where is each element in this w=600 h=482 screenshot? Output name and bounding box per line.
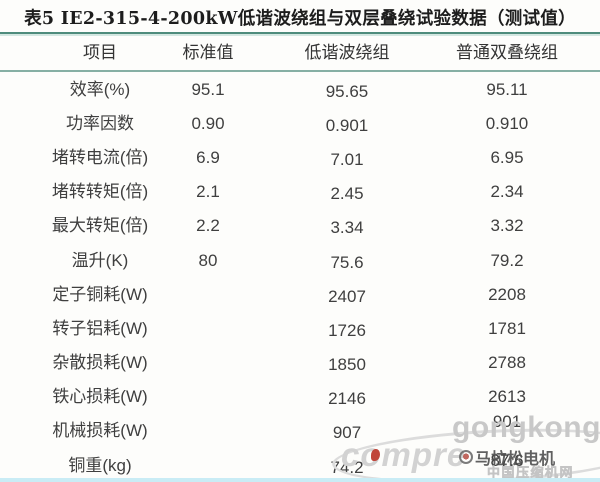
cell-double-lap: 79.2 [490, 250, 524, 270]
cell-low-harmonic: 0.901 [325, 115, 369, 135]
test-data-table: 项目 标准值 低谐波绕组 普通双叠绕组 效率(%) 95.1 95.65 95.… [0, 32, 600, 482]
table-row: 堵转转矩(倍) 2.1 2.45 2.34 [0, 175, 600, 209]
header-standard-value: 标准值 [182, 42, 234, 62]
cell-low-harmonic: 95.65 [325, 81, 369, 101]
cell-double-lap: 6.95 [490, 147, 524, 167]
compre-watermark: compre [341, 436, 466, 474]
row-label: 定子铜耗(W) [52, 284, 148, 304]
row-label: 堵转电流(倍) [51, 147, 149, 167]
table-row: 堵转电流(倍) 6.9 7.01 6.95 [0, 140, 600, 174]
header-low-harmonic-winding: 低谐波绕组 [304, 42, 390, 62]
table-row: 杂散损耗(W) 1850 2788 [0, 346, 600, 380]
cell-low-harmonic: 907 [332, 423, 362, 443]
row-label: 机械损耗(W) [52, 421, 148, 441]
table-row: 最大转矩(倍) 2.2 3.34 3.32 [0, 209, 600, 243]
cell-double-lap: 3.32 [490, 216, 524, 236]
header-row: 项目 标准值 低谐波绕组 普通双叠绕组 [0, 32, 600, 72]
cell-double-lap: 901 [492, 412, 522, 432]
compressor-site-watermark: 中国压缩机网 [487, 465, 575, 481]
cell-double-lap: 2613 [488, 387, 526, 407]
row-label: 铜重(kg) [68, 455, 132, 475]
table-row: 功率因数 0.90 0.901 0.910 [0, 106, 600, 140]
row-label: 功率因数 [66, 113, 134, 133]
row-label: 堵转转矩(倍) [51, 182, 149, 202]
table-row: 定子铜耗(W) 2407 2208 [0, 277, 600, 311]
cell-standard-value: 80 [198, 250, 218, 270]
cell-double-lap: 2208 [488, 284, 526, 304]
marathon-motor-text: 马拉松电机 [475, 451, 556, 468]
table-row: 转子铝耗(W) 1726 1781 [0, 311, 600, 345]
gongkong-watermark: gongkong [452, 411, 600, 444]
header-item: 项目 [83, 42, 117, 62]
cell-low-harmonic: 7.01 [330, 149, 364, 169]
cell-double-lap: 0.910 [485, 113, 529, 133]
cell-low-harmonic: 74.2 [330, 457, 364, 477]
header-double-lap-winding: 普通双叠绕组 [456, 42, 558, 62]
cell-double-lap: 1781 [488, 318, 526, 338]
table-row: 温升(K) 80 75.6 79.2 [0, 243, 600, 277]
table-row: 机械损耗(W) 907 901 [0, 412, 600, 448]
marathon-motor-watermark: 马拉松电机 [459, 445, 555, 469]
cell-low-harmonic: 1726 [328, 320, 366, 340]
cell-standard-value: 0.90 [191, 113, 225, 133]
motor-logo-icon [459, 450, 473, 464]
cell-standard-value: 2.2 [196, 216, 220, 236]
row-label: 转子铝耗(W) [52, 318, 148, 338]
table-header: 项目 标准值 低谐波绕组 普通双叠绕组 [0, 32, 600, 72]
compre-logo-red-icon [371, 449, 380, 461]
cell-low-harmonic: 2407 [328, 286, 366, 306]
table-row: 效率(%) 95.1 95.65 95.11 [0, 72, 600, 106]
row-label: 最大转矩(倍) [51, 216, 149, 236]
row-label: 铁心损耗(W) [52, 387, 148, 407]
cell-standard-value: 2.1 [196, 182, 220, 202]
table-row: 铁心损耗(W) 2146 2613 [0, 380, 600, 414]
cell-low-harmonic: 1850 [328, 355, 366, 375]
cell-standard-value: 6.9 [196, 147, 220, 167]
row-label: 温升(K) [71, 250, 129, 270]
table-body: 效率(%) 95.1 95.65 95.11 功率因数 0.90 0.901 0… [0, 72, 600, 482]
row-label: 杂散损耗(W) [52, 353, 148, 373]
cell-double-lap: 2.34 [490, 182, 524, 202]
cell-double-lap: 95.11 [486, 79, 528, 99]
cell-low-harmonic: 75.6 [330, 252, 364, 272]
compre-watermark-text: compre [341, 436, 467, 473]
table-row: 铜重(kg) 74.2 87.6 [0, 448, 600, 482]
cell-low-harmonic: 2.45 [330, 184, 364, 204]
bottom-cyan-strip [0, 478, 600, 482]
cell-standard-value: 95.1 [191, 79, 225, 99]
row-label: 效率(%) [69, 79, 131, 99]
table-title: 表5 IE2-315-4-200kW低谐波绕组与双层叠绕试验数据（测试值） [24, 9, 576, 29]
cell-double-lap: 87.6 [490, 450, 524, 470]
cell-double-lap: 2788 [488, 353, 526, 373]
cell-low-harmonic: 3.34 [330, 218, 364, 238]
cell-low-harmonic: 2146 [328, 389, 366, 409]
